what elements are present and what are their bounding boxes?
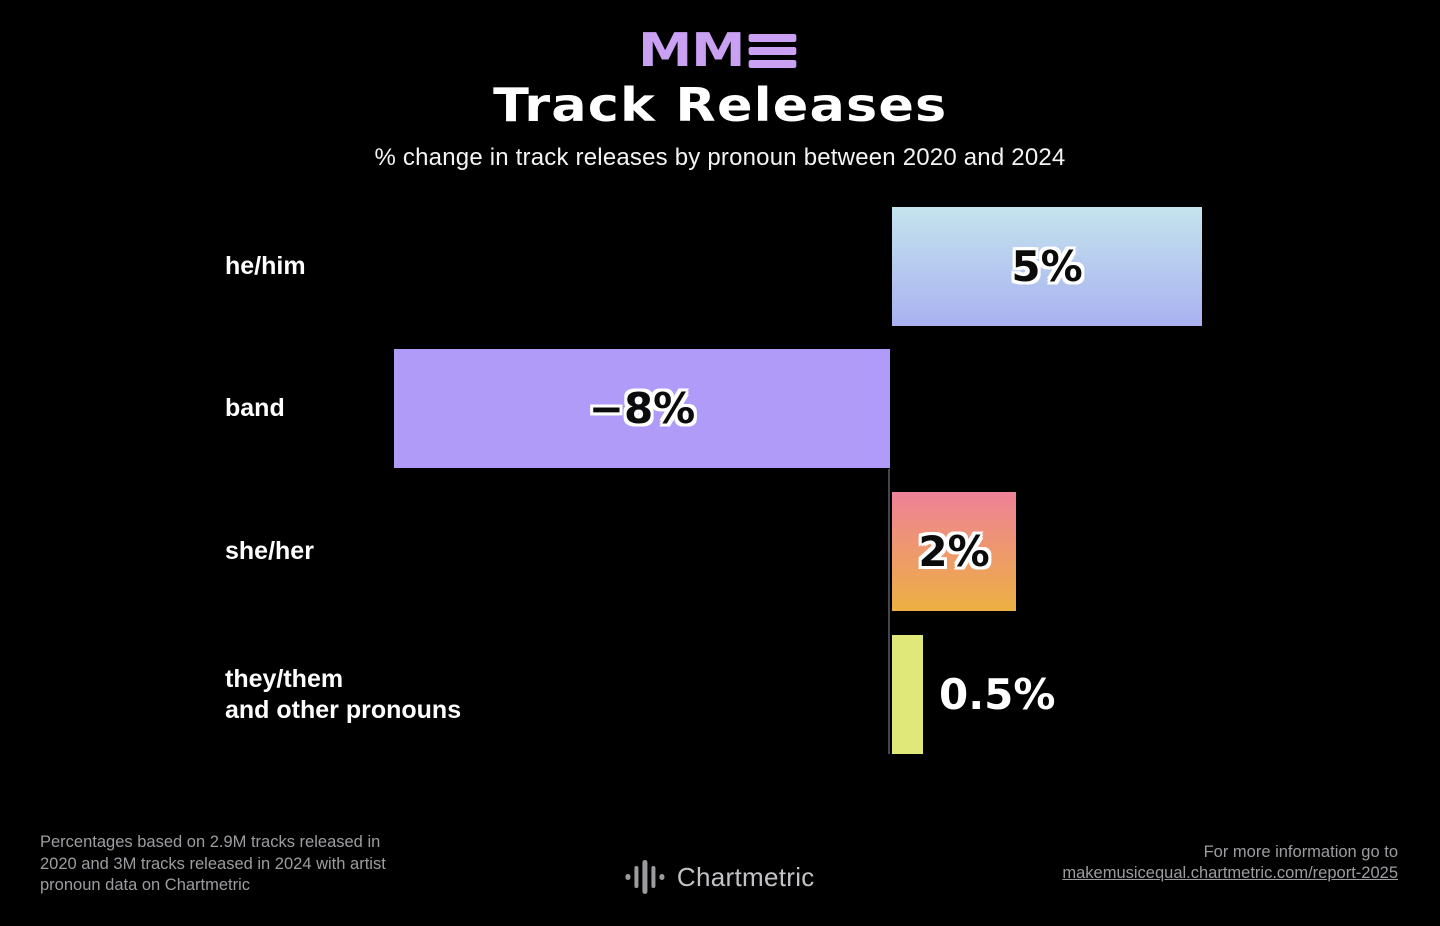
- logo-bar: [748, 34, 797, 42]
- chartmetric-waveform-icon: [625, 858, 664, 896]
- footnote-line: Percentages based on 2.9M tracks release…: [40, 833, 381, 851]
- category-label: he/him: [225, 207, 306, 326]
- chart-subtitle: % change in track releases by pronoun be…: [374, 144, 1066, 171]
- category-label: they/them and other pronouns: [225, 635, 461, 754]
- logo-bar: [748, 60, 797, 68]
- bar-band: −8%: [394, 349, 890, 468]
- value-label-outside: 0.5%: [939, 670, 1056, 719]
- bar-they-them: 0.5%: [892, 635, 923, 754]
- category-text: they/them: [225, 664, 344, 693]
- value-label: 5%: [1011, 242, 1083, 291]
- chartmetric-logo: Chartmetric: [625, 858, 814, 896]
- value-label: −8%: [588, 384, 696, 433]
- value-label: 2%: [918, 527, 990, 576]
- footnote-line: 2020 and 3M tracks released in 2024 with…: [40, 854, 386, 873]
- waveform-bar: [650, 866, 656, 888]
- report-link[interactable]: makemusicequal.chartmetric.com/report-20…: [1062, 864, 1398, 882]
- waveform-bar: [642, 860, 647, 894]
- logo-bar: [748, 47, 797, 55]
- waveform-bar: [659, 874, 664, 880]
- more-info: For more information go to makemusicequa…: [1062, 842, 1398, 884]
- bar-row-they-them: they/them and other pronouns 0.5% 0.5%: [0, 635, 1440, 754]
- bar-row-she-her: she/her 2% 2%: [0, 492, 1440, 611]
- bar-row-he-him: he/him 5% 5%: [0, 207, 1440, 326]
- page-title: Track Releases: [492, 78, 948, 132]
- header: MM Track Releases % change in track rele…: [0, 27, 1440, 172]
- waveform-bar: [625, 874, 630, 880]
- waveform-bar: [633, 866, 639, 888]
- mme-logo-bars-icon: [748, 34, 797, 68]
- category-text: he/him: [225, 252, 306, 280]
- footnote-line: pronoun data on Chartmetric: [40, 876, 251, 894]
- mme-logo: MM: [638, 27, 797, 73]
- bar-he-him: 5%: [892, 207, 1202, 326]
- mme-logo-text: MM: [638, 23, 746, 78]
- category-label: she/her: [225, 492, 314, 611]
- chartmetric-wordmark: Chartmetric: [676, 861, 815, 892]
- category-label: band: [225, 349, 285, 468]
- category-text: band: [225, 394, 285, 422]
- footnote: Percentages based on 2.9M tracks release…: [40, 832, 386, 897]
- more-info-text: For more information go to: [1203, 843, 1398, 861]
- bar-row-band: band −8% −8%: [0, 349, 1440, 468]
- category-text: she/her: [225, 537, 314, 565]
- bar-she-her: 2%: [892, 492, 1016, 611]
- category-text-line2: and other pronouns: [225, 695, 462, 724]
- zero-axis-line: [888, 469, 890, 754]
